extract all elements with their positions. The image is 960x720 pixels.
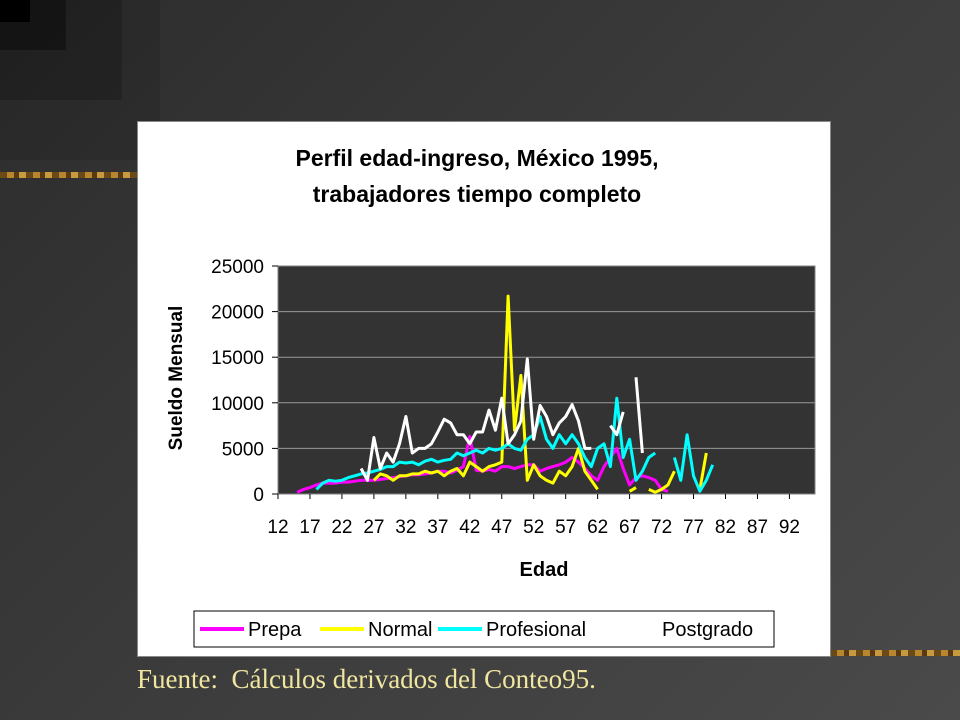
y-tick-label: 5000	[222, 439, 264, 460]
y-axis-label: Sueldo Mensual	[166, 306, 187, 451]
x-tick-label: 12	[267, 517, 288, 538]
corner-square-large	[0, 0, 160, 160]
decorative-band-left	[0, 172, 138, 178]
chart-title-line1: Perfil edad-ingreso, México 1995,	[295, 145, 658, 171]
corner-square-dark	[0, 0, 30, 22]
y-tick-label: 15000	[211, 348, 264, 369]
plot-area	[277, 265, 816, 495]
x-tick-label: 62	[587, 517, 608, 538]
chart-panel: Perfil edad-ingreso, México 1995, trabaj…	[137, 121, 831, 657]
x-tick-label: 77	[683, 517, 704, 538]
x-tick-label: 82	[715, 517, 736, 538]
x-tick-label: 52	[523, 517, 544, 538]
x-tick-label: 37	[427, 517, 448, 538]
series-line-profesional	[315, 396, 715, 493]
x-tick-label: 57	[555, 517, 576, 538]
decorative-band-right	[830, 650, 960, 656]
chart-title-line2: trabajadores tiempo completo	[313, 181, 641, 207]
x-tick-label: 17	[299, 517, 320, 538]
y-tick-label: 10000	[211, 394, 264, 415]
legend-label: Postgrado	[662, 619, 753, 641]
legend-box	[193, 610, 775, 648]
series-line-postgrado	[359, 357, 644, 482]
x-tick-label: 27	[363, 517, 384, 538]
y-tick-label: 25000	[211, 257, 264, 278]
source-note: Fuente: Cálculos derivados del Conteo95.	[137, 664, 596, 694]
x-tick-label: 72	[651, 517, 672, 538]
x-tick-label: 42	[459, 517, 480, 538]
x-tick-label: 92	[779, 517, 800, 538]
x-tick-label: 47	[491, 517, 512, 538]
y-tick-label: 0	[253, 485, 264, 506]
x-tick-label: 67	[619, 517, 640, 538]
legend-label: Profesional	[486, 619, 586, 641]
x-tick-label: 22	[331, 517, 352, 538]
legend-label: Prepa	[248, 619, 302, 641]
x-axis-label: Edad	[520, 559, 569, 581]
x-tick-label: 32	[395, 517, 416, 538]
y-tick-label: 20000	[211, 303, 264, 324]
chart: Perfil edad-ingreso, México 1995, trabaj…	[166, 145, 816, 648]
series-line-normal	[372, 294, 708, 494]
x-tick-label: 87	[747, 517, 768, 538]
legend-label: Normal	[368, 619, 432, 641]
